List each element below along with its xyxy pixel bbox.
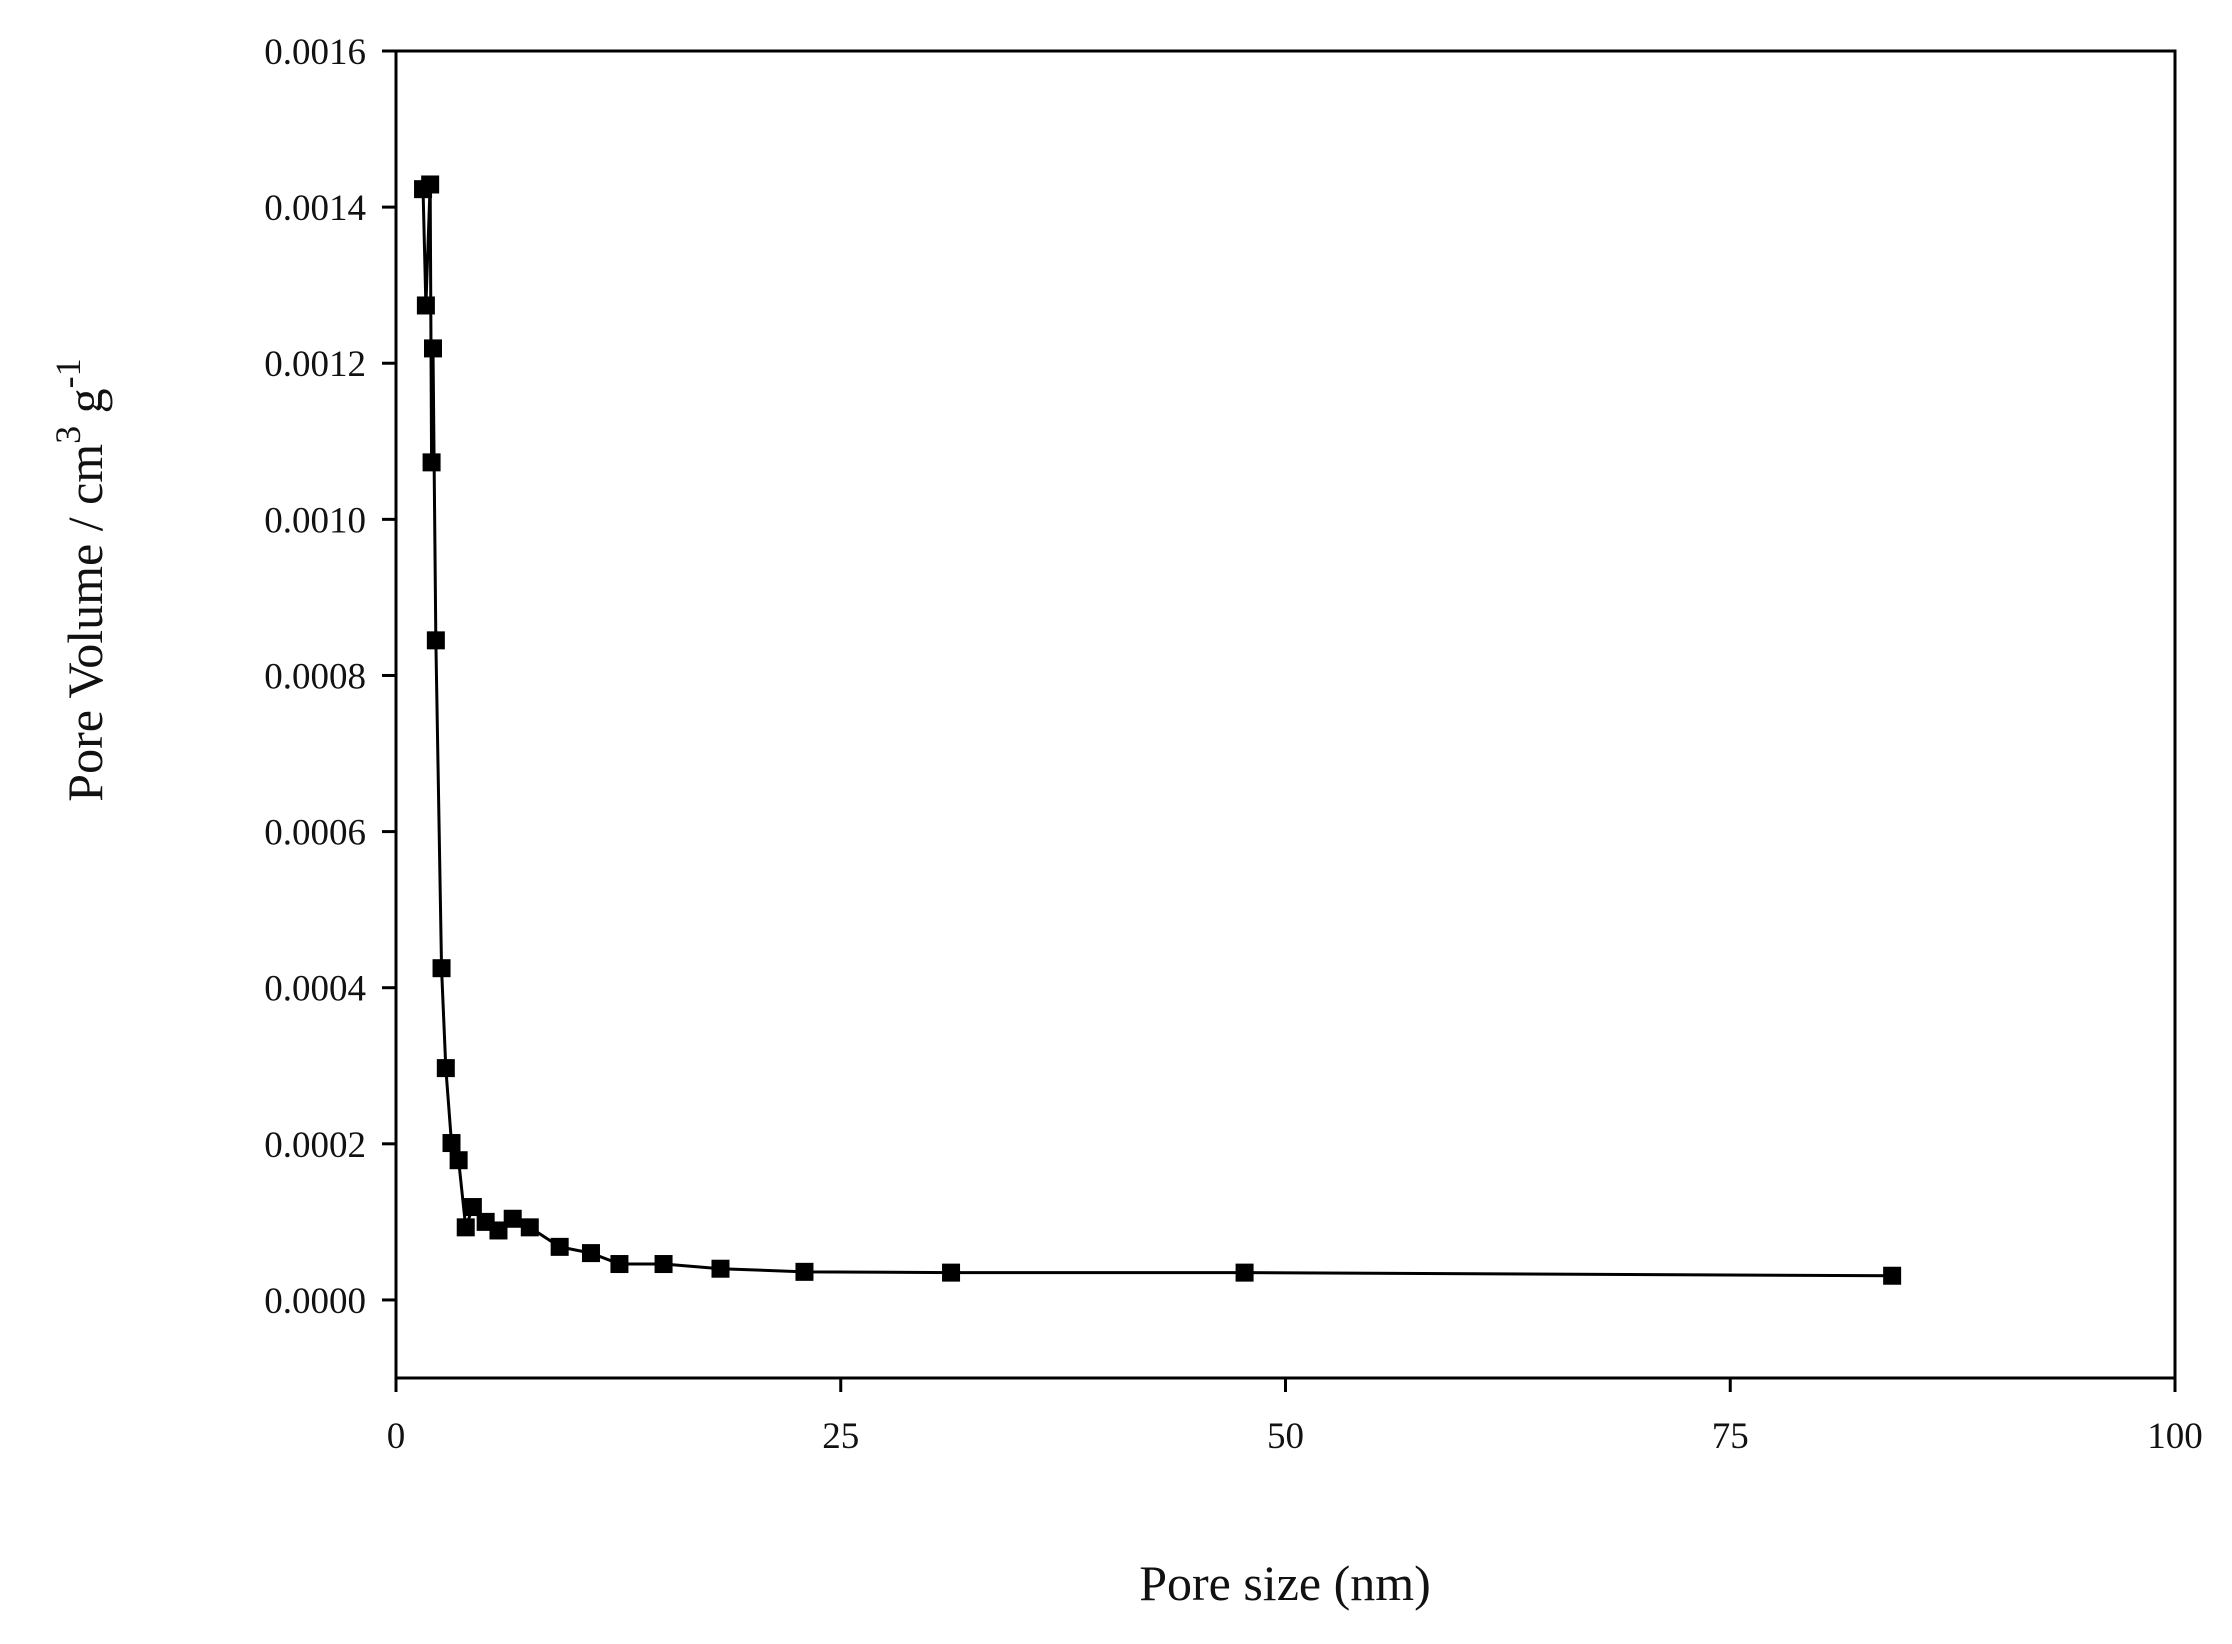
y-label-text: Pore Volume / cm [57,444,113,802]
data-point [942,1263,961,1282]
y-label-sup: 3 [48,426,88,444]
data-point [489,1221,508,1240]
y-label-text: g [57,388,113,426]
data-point [550,1237,569,1256]
data-point [1235,1263,1254,1282]
x-tick-label: 100 [2147,1416,2203,1457]
y-tick-label: 0.0002 [264,1125,366,1166]
y-tick-label: 0.0000 [264,1281,366,1322]
plot-frame [394,49,2177,1380]
data-point [456,1218,475,1237]
x-tick-label: 0 [387,1416,406,1457]
data-point [416,296,435,315]
y-tick-label: 0.0010 [264,500,366,541]
y-tick-label: 0.0014 [264,188,366,229]
y-tick-label: 0.0006 [264,813,366,854]
data-point [421,175,440,194]
data-point [581,1244,600,1263]
data-point [424,339,443,358]
data-point [449,1151,468,1170]
x-axis-label: Pore size (nm) [1139,1555,1431,1611]
data-point [503,1209,522,1228]
data-point [1883,1266,1902,1285]
data-point [610,1255,629,1274]
data-point [422,453,441,472]
y-tick-label: 0.0012 [264,344,366,385]
y-label-sup: -1 [48,358,88,388]
y-tick-label: 0.0016 [264,32,366,73]
x-tick-label: 50 [1267,1416,1304,1457]
data-point [463,1198,482,1217]
y-axis-label: Pore Volume / cm3 g-1 [48,358,113,801]
data-point [432,959,451,978]
y-tick-label: 0.0004 [264,969,366,1010]
y-tick-label: 0.0008 [264,656,366,697]
data-point [795,1262,814,1281]
x-tick-label: 25 [822,1416,859,1457]
data-point [520,1218,539,1237]
data-point [654,1255,673,1274]
data-point [436,1059,455,1078]
data-point [426,631,445,650]
series-line [421,184,1893,1278]
x-tick-label: 75 [1712,1416,1749,1457]
data-point [711,1259,730,1278]
data-point [442,1134,461,1153]
